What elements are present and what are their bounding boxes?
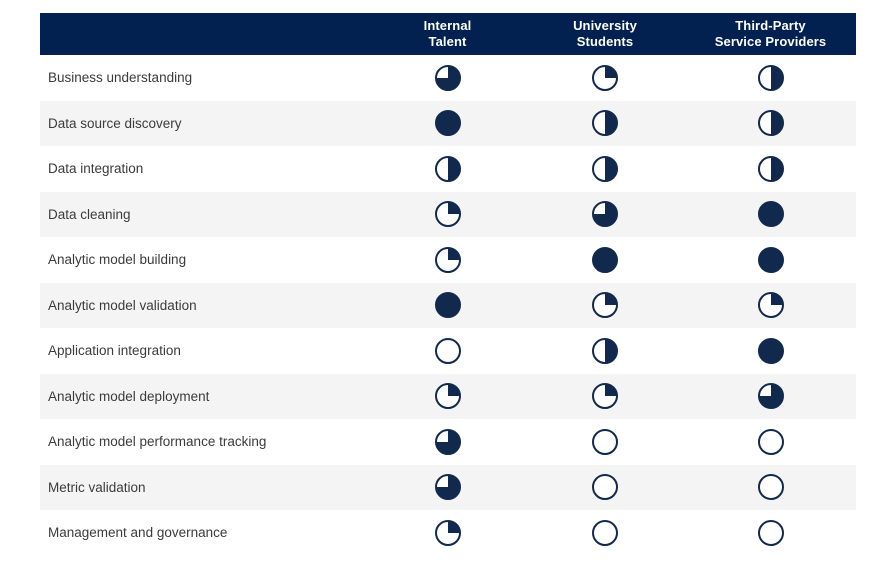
harvey-ball-0-icon [592,474,618,501]
table-row: Analytic model validation [40,282,856,328]
harvey-ball-100-icon [434,292,461,319]
cell-internal-talent [370,292,525,319]
cell-university-students [525,246,685,273]
row-label: Analytic model performance tracking [48,434,267,450]
cell-third-party-service-providers [685,428,856,455]
harvey-ball-25-icon [592,64,618,91]
cell-internal-talent [370,110,525,137]
harvey-ball-50-icon [592,110,618,137]
cell-internal-talent [370,474,525,501]
harvey-ball-100-icon [757,337,784,364]
harvey-ball-0-icon [592,428,618,455]
cell-third-party-service-providers [685,383,856,410]
table-body: Business understanding Data source disco… [40,55,856,556]
harvey-ball-0-icon [757,519,784,546]
table-row: Business understanding [40,55,856,101]
row-label: Analytic model deployment [48,388,210,404]
cell-university-students [525,64,685,91]
harvey-ball-0-icon [592,519,618,546]
cell-internal-talent [370,337,525,364]
table-header: Internal Talent University Students Thir… [40,13,856,55]
row-label: Application integration [48,343,181,359]
harvey-ball-75-icon [434,474,461,501]
cell-internal-talent [370,519,525,546]
row-label: Analytic model building [48,252,187,268]
cell-internal-talent [370,64,525,91]
row-label: Metric validation [48,479,146,495]
column-header-university-students: University Students [573,17,637,49]
cell-university-students [525,155,685,182]
harvey-ball-25-icon [434,519,461,546]
table-row: Application integration [40,328,856,374]
harvey-ball-100-icon [434,110,461,137]
column-header-third-party-service-providers: Third-Party Service Providers [714,17,827,49]
harvey-ball-0-icon [757,474,784,501]
cell-internal-talent [370,201,525,228]
table-row: Analytic model performance tracking [40,419,856,465]
cell-university-students [525,201,685,228]
harvey-ball-75-icon [434,64,461,91]
harvey-ball-50-icon [757,64,784,91]
cell-third-party-service-providers [685,474,856,501]
column-header-internal-talent: Internal Talent [423,17,472,49]
cell-third-party-service-providers [685,155,856,182]
harvey-ball-75-icon [592,201,618,228]
harvey-ball-50-icon [592,337,618,364]
cell-third-party-service-providers [685,110,856,137]
cell-university-students [525,383,685,410]
row-label: Management and governance [48,525,228,541]
table-row: Management and governance [40,510,856,556]
harvey-ball-25-icon [434,201,461,228]
harvey-ball-50-icon [757,155,784,182]
cell-university-students [525,110,685,137]
row-label: Analytic model validation [48,297,197,313]
harvey-ball-25-icon [592,292,618,319]
harvey-ball-75-icon [434,428,461,455]
harvey-ball-100-icon [592,246,618,273]
harvey-ball-50-icon [592,155,618,182]
table-row: Data source discovery [40,100,856,146]
harvey-ball-100-icon [757,201,784,228]
row-label: Business understanding [48,70,193,86]
table-row: Data cleaning [40,191,856,237]
harvey-ball-0-icon [757,428,784,455]
harvey-ball-25-icon [434,246,461,273]
cell-third-party-service-providers [685,519,856,546]
cell-internal-talent [370,155,525,182]
cell-internal-talent [370,246,525,273]
cell-university-students [525,474,685,501]
cell-internal-talent [370,383,525,410]
harvey-ball-25-icon [592,383,618,410]
cell-university-students [525,337,685,364]
table-row: Analytic model deployment [40,373,856,419]
harvey-ball-50-icon [434,155,461,182]
harvey-ball-25-icon [757,292,784,319]
cell-third-party-service-providers [685,292,856,319]
cell-third-party-service-providers [685,337,856,364]
harvey-ball-100-icon [757,246,784,273]
harvey-ball-0-icon [434,337,461,364]
harvey-ball-50-icon [757,110,784,137]
cell-university-students [525,428,685,455]
row-label: Data cleaning [48,206,131,222]
harvey-ball-75-icon [757,383,784,410]
cell-third-party-service-providers [685,64,856,91]
table-row: Data integration [40,146,856,192]
cell-university-students [525,292,685,319]
harvey-ball-matrix: Internal Talent University Students Thir… [40,13,856,556]
cell-third-party-service-providers [685,201,856,228]
table-row: Analytic model building [40,237,856,283]
harvey-ball-25-icon [434,383,461,410]
row-label: Data source discovery [48,115,182,131]
cell-university-students [525,519,685,546]
row-label: Data integration [48,161,144,177]
cell-internal-talent [370,428,525,455]
table-row: Metric validation [40,464,856,510]
cell-third-party-service-providers [685,246,856,273]
